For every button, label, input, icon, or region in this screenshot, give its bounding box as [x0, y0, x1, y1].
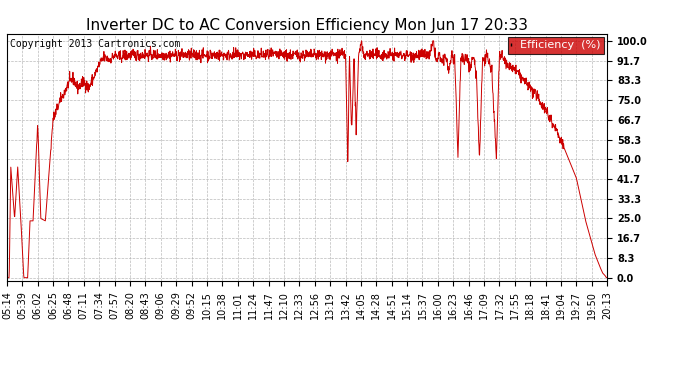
Title: Inverter DC to AC Conversion Efficiency Mon Jun 17 20:33: Inverter DC to AC Conversion Efficiency …	[86, 18, 528, 33]
Legend: Efficiency  (%): Efficiency (%)	[508, 37, 604, 54]
Text: Copyright 2013 Cartronics.com: Copyright 2013 Cartronics.com	[10, 39, 180, 49]
